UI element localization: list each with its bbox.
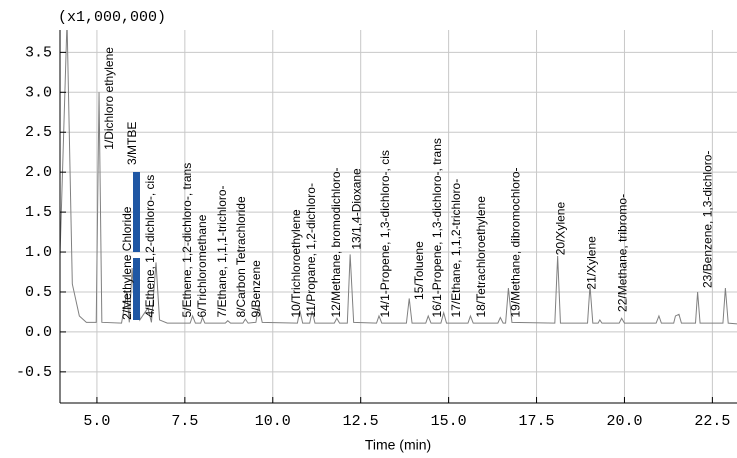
chromatogram-trace [60,30,737,325]
peak-label: 23/Benzene, 1,3-dichloro- [701,151,715,288]
peak-label: 15/Toluene [412,241,426,300]
peak-label: 1/Dichloro ethylene [102,47,116,150]
peak-label: 13/1,4-Dioxane [350,168,364,250]
peak-label: 8/Carbon Tetrachloride [234,196,248,318]
peak-label: 14/1-Propene, 1,3-dichloro-, cis [378,150,392,317]
y-tick-label: -0.5 [16,364,52,381]
x-axis-label: Time (min) [365,437,431,453]
peak-label: 11/Propane, 1,2-dichloro- [304,183,318,318]
x-tick-label: 17.5 [519,413,555,430]
x-tick-label: 22.5 [694,413,730,430]
peak-label: 12/Methane, bromodichloro- [329,167,343,317]
x-tick-label: 15.0 [431,413,467,430]
x-tick-label: 10.0 [255,413,291,430]
y-tick-label: 1.0 [25,244,52,261]
peak-label: 10/Trichloroethylene [289,209,303,318]
peak-label: 5/Ethene, 1,2-dichloro-, trans [180,163,194,318]
y-unit-label: (x1,000,000) [58,9,166,26]
y-tick-label: 0.5 [25,284,52,301]
x-tick-label: 7.5 [171,413,198,430]
x-tick-label: 5.0 [83,413,110,430]
peak-label: 18/Tetrachloroethylene [474,196,488,318]
peak-label: 16/1-Propene, 1,3-dichloro-, trans [430,138,444,317]
peak-label: 22/Methane, tribromo- [616,194,630,312]
selection-marker [133,172,140,252]
x-tick-label: 20.0 [606,413,642,430]
peak-label: 4/Ethene, 1,2-dichloro-, cis [143,175,157,318]
peak-label: 19/Methane, dibromochloro- [509,167,523,317]
y-tick-label: 3.5 [25,44,52,61]
peak-label: 6/Trichloromethane [195,214,209,317]
peak-label: 3/MTBE [125,122,139,165]
peak-label: 21/Xylene [585,236,599,290]
y-tick-label: 1.5 [25,204,52,221]
y-tick-label: 2.5 [25,124,52,141]
x-tick-label: 12.5 [343,413,379,430]
peak-label: 2/Methylene Chloride [120,206,134,320]
peak-label: 17/Ethane, 1,1,2-trichloro- [449,179,463,318]
peak-label: 20/Xylene [554,202,568,256]
peak-label: 7/Ethane, 1,1,1-trichloro- [215,185,229,317]
y-tick-label: 2.0 [25,164,52,181]
y-tick-label: 3.0 [25,84,52,101]
y-tick-label: 0.0 [25,324,52,341]
selection-marker [133,258,140,320]
peak-label: 9/Benzene [249,260,263,318]
